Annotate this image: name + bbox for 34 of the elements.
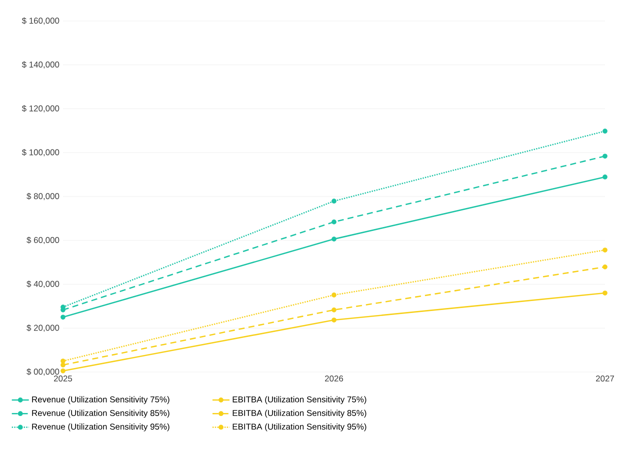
point (332, 198, 336, 204)
point (602, 248, 608, 252)
y-tick-label: $ 160,000 (22, 17, 60, 25)
x-tick-label: 2027 (596, 376, 614, 382)
legend-label: Revenue (Utilization Sensitivity 95%) (32, 423, 170, 432)
point (332, 307, 336, 312)
point (602, 264, 608, 270)
y-tick-label: $ 20,000 (26, 324, 60, 332)
point (332, 236, 336, 242)
y-tick-label: $ 120,000 (22, 105, 60, 112)
y-tick-label: $ 100,000 (22, 148, 60, 156)
point (332, 220, 336, 224)
point (60, 314, 66, 320)
point (332, 318, 336, 322)
point (602, 290, 608, 296)
legend-label: EBITBA (Utilization Sensitivity 75%) (232, 396, 366, 404)
legend-label: Revenue (Utilization Sensitivity 85%) (32, 410, 170, 418)
legend-label: EBITBA (Utilization Sensitivity 95%) (232, 423, 366, 432)
legend-label: EBITBA (Utilization Sensitivity 85%) (232, 410, 366, 418)
y-tick-label: $ 40,000 (26, 280, 60, 288)
point (60, 358, 66, 364)
point (60, 362, 66, 368)
point (602, 128, 608, 134)
point (602, 174, 608, 180)
point (602, 154, 608, 159)
y-tick-label: $ 140,000 (22, 61, 60, 69)
y-tick-label: $ 00,000 (26, 368, 60, 376)
y-tick-label: $ 80,000 (26, 192, 60, 200)
point (60, 368, 66, 374)
legend-label: Revenue (Utilization Sensitivity 75%) (32, 396, 170, 404)
x-tick-label: 2025 (54, 376, 72, 382)
point (332, 292, 336, 298)
x-tick-label: 2026 (325, 376, 344, 382)
y-tick-label: $ 60,000 (26, 236, 60, 244)
